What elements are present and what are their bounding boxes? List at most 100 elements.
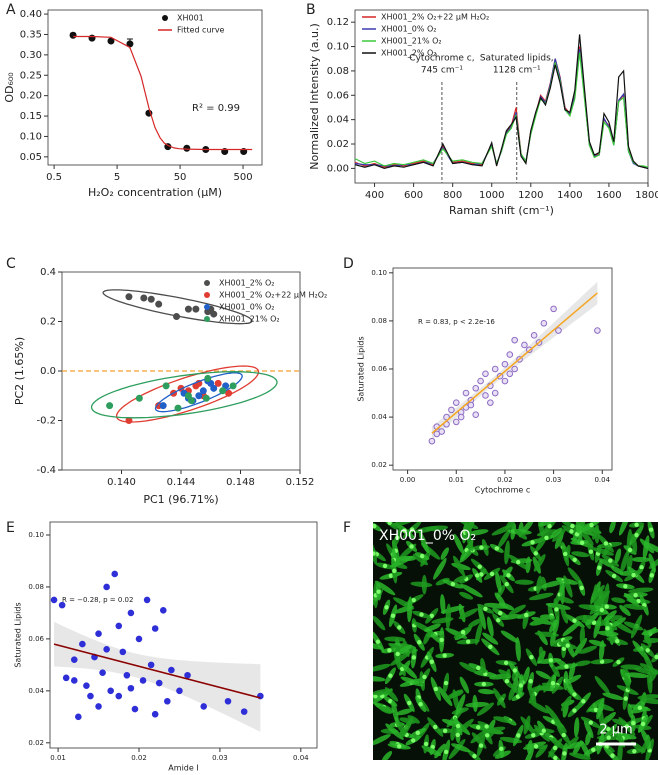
image-label: XH001_0% O₂ [379,528,476,544]
legend-label: XH001_2% O₂ [381,49,437,58]
cell [585,612,599,626]
cell [391,700,399,724]
y-tick-label: 0.10 [20,131,42,142]
x-tick-label: 0.02 [497,476,513,484]
cell-spot [388,573,394,578]
cell [561,695,572,712]
micrograph [373,522,658,760]
data-point [229,382,237,390]
data-point [125,293,133,301]
data-point [127,684,135,692]
cell [438,686,453,707]
cell [418,531,429,554]
data-point [477,377,484,385]
cell-spot [387,648,392,653]
cell [494,750,511,759]
cell [550,663,560,678]
y-tick-label: 0.4 [40,267,56,278]
cell-spot [553,755,558,760]
cell-spot [402,528,407,533]
cell [400,717,414,738]
cell [648,553,656,573]
cell [373,675,386,682]
cell-spot [472,753,477,759]
cell-spot [484,724,489,729]
annotation: R = −0.28, p = 0.02 [62,596,133,604]
cell-spot [588,549,594,554]
cell-spot [611,573,617,579]
data-point [472,411,480,418]
cell [644,541,658,555]
y-axis-label: Saturated Lipids [14,602,23,667]
cell [577,522,588,534]
x-tick-label: 1000 [479,190,504,201]
cell [622,668,631,691]
cell [381,751,393,760]
data-point [159,402,167,410]
cell [373,642,383,650]
cell [642,637,658,644]
data-point [594,327,601,334]
cell [579,529,594,546]
cell [591,547,614,556]
legend-swatch [204,316,210,322]
cell [571,551,590,558]
data-point [162,382,170,390]
cell-spot [512,668,518,673]
x-tick-label: 0.140 [107,477,136,488]
cell [562,621,581,637]
cell [642,535,650,560]
x-tick-label: 50 [174,172,187,183]
cell-spot [423,741,429,747]
cell [593,615,602,639]
cell [465,702,490,708]
data-point [151,625,159,632]
series-line [354,52,649,168]
data-point [103,645,110,653]
data-point [224,697,232,705]
cell [563,575,573,598]
y-tick-label: 0.2 [40,317,56,328]
legend-label: XH001_0% O₂ [381,25,437,34]
cell-spot [397,625,402,630]
y-tick-label: 0.02 [371,461,387,469]
data-point [482,370,489,378]
cell [468,618,482,628]
cell-spot [489,571,495,577]
y-axis-label: OD₆₀₀ [3,72,16,103]
data-point [147,295,155,303]
cell-spot [433,724,438,730]
data-point [107,687,114,695]
x-axis-label: Cytochrome c [475,486,530,495]
data-point [135,635,143,643]
cell-spot [624,724,630,729]
cell-spot [481,681,487,687]
cell [523,747,534,760]
data-point [159,607,167,614]
cell [631,556,651,563]
x-tick-label: 0.04 [594,476,610,484]
y-tick-label: 0.10 [28,531,44,539]
cell-spot [533,744,539,749]
cell [640,737,651,754]
x-tick-label: 0.04 [293,754,309,762]
y-axis-label: PC2 (1.65%) [13,337,26,405]
cell-spot [479,545,484,550]
data-point [131,705,139,713]
data-point [511,365,518,373]
data-point [433,430,441,438]
data-point [95,703,102,710]
data-point [184,305,192,313]
data-point [83,682,90,689]
y-tick-label: 0.04 [371,413,387,421]
annotation: R = 0.83, p < 2.2e-16 [418,318,495,326]
y-tick-label: -0.4 [36,465,56,476]
annotation: 745 cm⁻¹ [421,66,464,76]
cell [487,616,494,637]
cell-spot [455,723,461,729]
cell [450,724,456,741]
cell [384,687,399,702]
cell-spot [550,681,556,686]
cell-spot [518,683,523,688]
cell [480,658,486,674]
